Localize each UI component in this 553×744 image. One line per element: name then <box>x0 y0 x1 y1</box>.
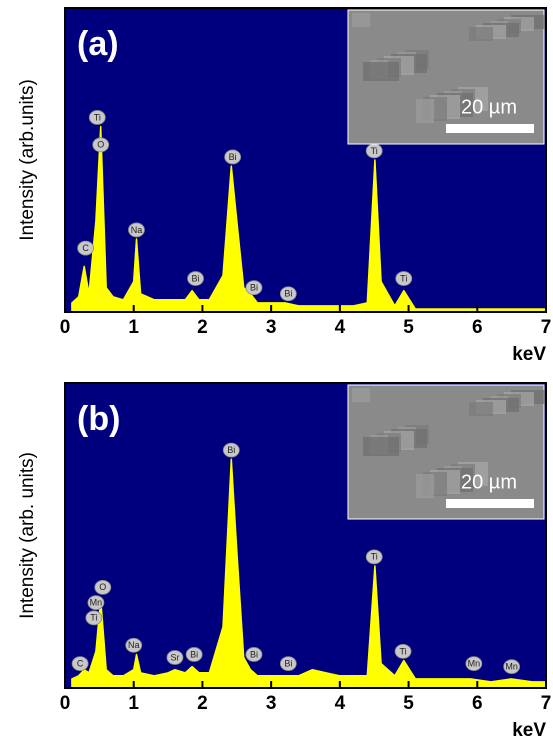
peak-label-bubble <box>128 222 145 238</box>
scale-bar <box>446 124 534 133</box>
x-tick-label: 2 <box>197 317 208 338</box>
peak-label: Bi <box>227 445 235 455</box>
peak-label: Bi <box>284 289 292 299</box>
peak-label: Bi <box>190 649 198 659</box>
peak-label-bubble <box>279 656 297 671</box>
x-tick-label: 5 <box>403 317 414 338</box>
peak-label-bubble <box>395 271 413 286</box>
scale-bar-label: 20 µm <box>461 471 517 493</box>
x-tick-label: 4 <box>335 317 346 338</box>
peak-label-bubble <box>187 271 204 286</box>
x-tick-label: 7 <box>541 693 552 714</box>
x-tick-label: 2 <box>197 693 208 714</box>
peak-label: Ti <box>90 613 97 623</box>
peak-label: Bi <box>250 283 258 293</box>
panel-label: (a) <box>77 25 119 63</box>
peak-label-bubble <box>125 637 143 653</box>
spectrum <box>71 458 547 689</box>
peak-label-bubble <box>465 656 483 671</box>
peak-label: Bi <box>284 658 292 668</box>
x-axis-label: keV <box>512 344 546 365</box>
x-tick-label: 1 <box>128 693 139 714</box>
peak-label: Ti <box>399 646 406 656</box>
x-tick-label: 0 <box>60 317 71 338</box>
y-axis-label: Intensity (arb.units) <box>17 79 38 241</box>
peak-label: Bi <box>192 273 200 283</box>
peak-label-bubble <box>166 650 184 665</box>
plot-frame <box>64 7 547 313</box>
peak-label-bubble <box>245 280 263 296</box>
peak-label: Ti <box>371 146 378 156</box>
inset-texture <box>416 99 434 123</box>
peak-label: O <box>97 140 104 150</box>
peak-label-bubble <box>394 644 412 659</box>
x-tick-label: 4 <box>335 693 346 714</box>
panel: Ti O C Na Bi Bi Bi Bi Ti Ti 20 µm 0 1 2 3 4 5 6 7 (a) keV Int… <box>17 7 552 365</box>
x-tick-label: 1 <box>128 317 139 338</box>
x-tick-label: 7 <box>541 317 552 338</box>
peak-label: Sr <box>170 652 179 662</box>
peak-label: Ti <box>371 552 378 562</box>
peak-label: Mn <box>90 597 103 607</box>
peak-label-bubble <box>77 240 95 256</box>
y-axis-label: Intensity (arb. units) <box>17 452 38 619</box>
peak-label-bubble <box>245 647 263 662</box>
x-tick-label: 3 <box>266 693 277 714</box>
inset-texture <box>352 388 370 402</box>
inset-texture <box>469 27 493 41</box>
plot-frame <box>64 382 547 689</box>
peak-label: Mn <box>468 658 481 668</box>
x-tick-label: 3 <box>266 317 277 338</box>
peak-label: O <box>99 582 106 592</box>
inset-texture <box>363 437 399 456</box>
peak-label-bubble <box>87 595 105 610</box>
peak-label: C <box>82 243 89 253</box>
peak-label: Ti <box>94 112 101 122</box>
peak-label: Bi <box>250 649 258 659</box>
panel-label: (b) <box>77 400 120 438</box>
inset-texture <box>352 13 370 27</box>
inset-texture <box>469 402 493 416</box>
peak-label-bubble <box>222 442 240 458</box>
peak-label-bubble <box>365 549 383 565</box>
x-tick-label: 0 <box>60 693 71 714</box>
peak-label: Na <box>128 640 140 650</box>
peak-label-bubble <box>94 579 112 595</box>
panel: C Ti Mn O Na Sr Bi Bi Bi Bi Ti Ti Mn Mn 20 µm 0 1 2 3 4 5 6 7 (… <box>17 382 552 741</box>
spectrum <box>71 125 547 313</box>
scale-bar <box>446 499 534 508</box>
peak-label-bubble <box>503 659 521 675</box>
inset-texture <box>416 474 434 498</box>
peak-label: Mn <box>505 662 518 672</box>
peak-label-bubble <box>92 137 110 153</box>
x-tick-label: 6 <box>472 693 483 714</box>
peak-label: Bi <box>229 152 237 162</box>
peak-label-bubble <box>88 110 106 125</box>
scale-bar-label: 20 µm <box>461 96 517 118</box>
peak-label-bubble <box>185 647 203 662</box>
peak-label: Na <box>131 225 143 235</box>
x-tick-label: 5 <box>403 693 414 714</box>
x-axis-label: keV <box>512 720 546 741</box>
peak-label-bubble <box>224 149 242 165</box>
peak-label-bubble <box>279 286 297 302</box>
peak-label-bubble <box>71 656 89 671</box>
peak-label: Ti <box>400 273 407 283</box>
inset-texture <box>363 62 399 81</box>
peak-label: C <box>77 658 84 668</box>
x-tick-label: 6 <box>472 317 483 338</box>
peak-label-bubble <box>85 610 103 626</box>
